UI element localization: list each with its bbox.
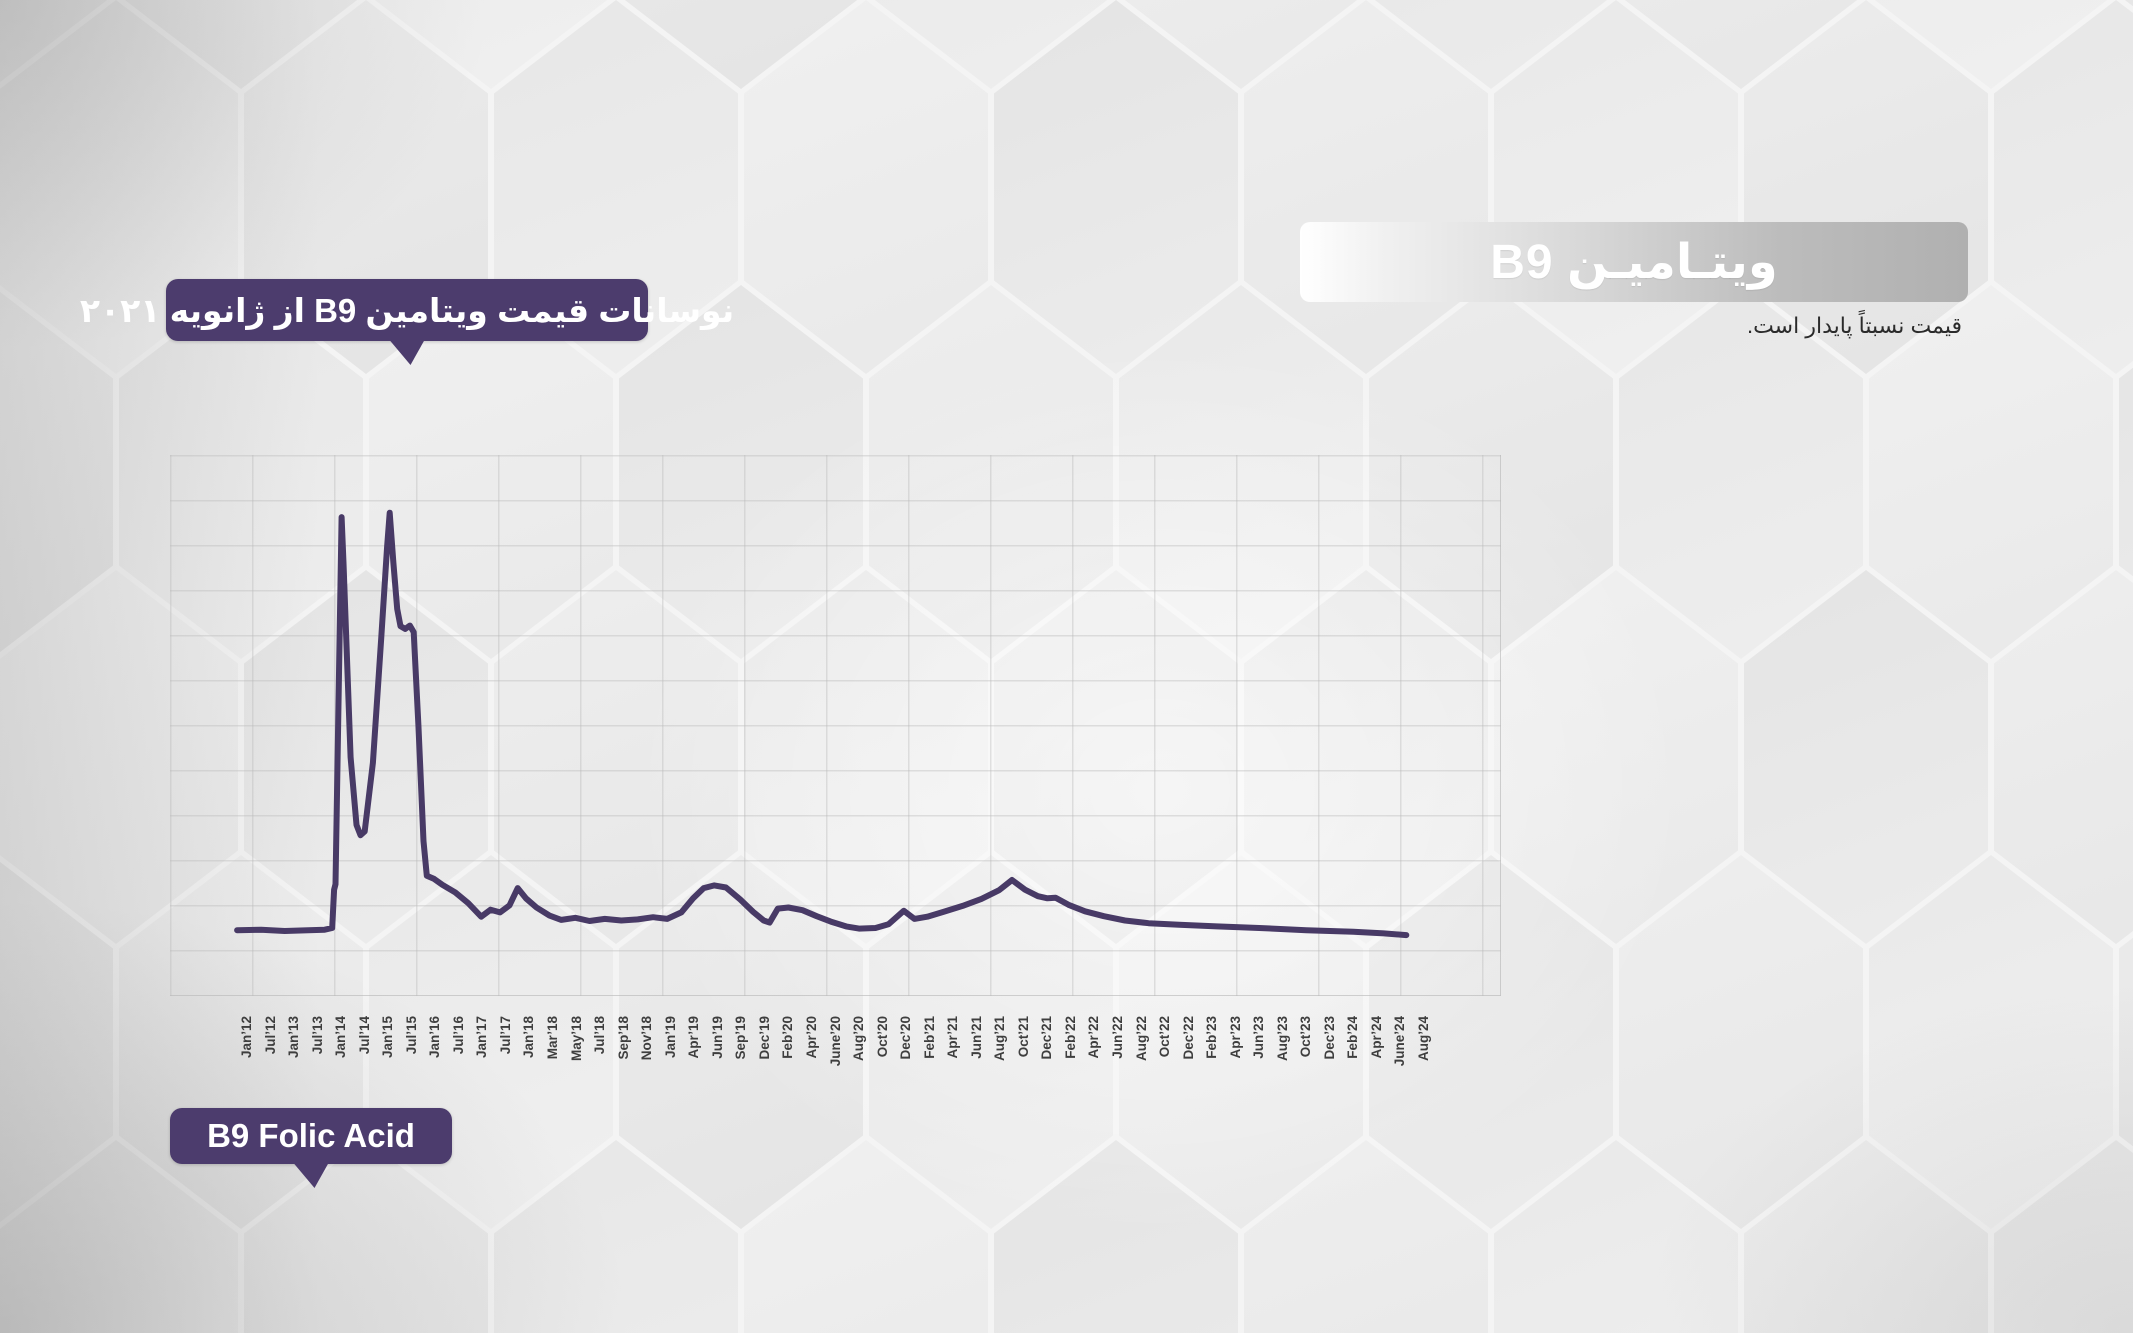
x-tick-label: Jun’23 (1251, 1016, 1267, 1059)
x-tick-label: Oct’21 (1015, 1016, 1031, 1058)
x-tick-label: June’24 (1392, 1016, 1408, 1067)
x-tick-label: Jul’13 (309, 1016, 325, 1055)
x-tick-label: Dec’19 (756, 1016, 772, 1060)
x-tick-label: Jul’17 (497, 1016, 513, 1055)
x-tick-label: Apr’21 (945, 1016, 961, 1059)
x-tick-label: Jul’14 (356, 1016, 372, 1055)
x-tick-label: Jan’18 (521, 1016, 537, 1059)
x-tick-label: Jan’15 (380, 1016, 396, 1059)
x-tick-label: Jan’14 (333, 1016, 349, 1059)
series-badge-text: B9 Folic Acid (207, 1117, 415, 1154)
x-tick-label: Apr’23 (1227, 1016, 1243, 1059)
x-tick-label: Jul’18 (592, 1016, 608, 1055)
x-tick-label: Apr’22 (1086, 1016, 1102, 1059)
x-tick-label: Dec’23 (1321, 1016, 1337, 1060)
series-badge: B9 Folic Acid (170, 1108, 452, 1188)
chart-gridlines (170, 455, 1501, 996)
x-tick-label: Feb’21 (921, 1016, 937, 1059)
x-tick-label: Sep’19 (733, 1016, 749, 1060)
x-tick-label: Apr’19 (686, 1016, 702, 1059)
x-tick-label: Jun’22 (1109, 1016, 1125, 1059)
x-tick-label: Mar’18 (545, 1016, 561, 1060)
x-tick-label: Apr’20 (803, 1016, 819, 1059)
x-tick-label: Jun’19 (709, 1016, 725, 1059)
x-tick-label: Jul’16 (450, 1016, 466, 1055)
x-tick-label: Oct’22 (1157, 1016, 1173, 1058)
x-tick-label: Aug’21 (992, 1016, 1008, 1062)
chart-title-callout: نوسانات قیمت ویتامین B9 از ژانویه ۲۰۲۱ (80, 279, 734, 365)
x-tick-label: Jul’15 (403, 1016, 419, 1055)
x-tick-label: Aug’20 (851, 1016, 867, 1062)
x-tick-label: Jul’12 (262, 1016, 278, 1055)
x-tick-label: Jan’19 (662, 1016, 678, 1059)
x-tick-label: Aug’24 (1416, 1016, 1431, 1062)
x-tick-label: Apr’24 (1368, 1016, 1384, 1059)
x-tick-label: Nov’18 (639, 1016, 655, 1061)
x-tick-label: Jan’13 (286, 1016, 302, 1059)
x-tick-label: Feb’23 (1204, 1016, 1220, 1059)
x-tick-label: Feb’22 (1062, 1016, 1078, 1059)
title-banner: ویتـامیـن B9 (1300, 222, 1968, 302)
page-subtitle: قیمت نسبتاً پایدار است. (1746, 313, 1962, 338)
x-tick-label: Aug’23 (1274, 1016, 1290, 1062)
x-tick-label: May’18 (568, 1016, 584, 1062)
badge-pointer-down-icon (293, 1163, 329, 1188)
x-tick-label: Jan’16 (427, 1016, 443, 1059)
x-tick-label: Jan’12 (239, 1016, 254, 1059)
x-tick-label: Feb’20 (780, 1016, 796, 1059)
x-tick-label: Oct’20 (874, 1016, 890, 1058)
x-tick-label: Feb’24 (1345, 1016, 1361, 1059)
x-tick-label: Aug’22 (1133, 1016, 1149, 1062)
x-tick-label: Dec’20 (898, 1016, 914, 1060)
callout-pointer-down-icon (389, 340, 425, 365)
x-tick-label: Dec’21 (1039, 1016, 1055, 1060)
x-tick-label: Dec’22 (1180, 1016, 1196, 1060)
x-tick-label: Jan’17 (474, 1016, 490, 1059)
x-tick-label: Jun’21 (968, 1016, 984, 1059)
x-tick-label: Oct’23 (1298, 1016, 1314, 1058)
page-title: ویتـامیـن B9 (1490, 236, 1778, 289)
x-tick-label: June’20 (827, 1016, 843, 1067)
chart-title-text: نوسانات قیمت ویتامین B9 از ژانویه ۲۰۲۱ (79, 291, 735, 329)
x-tick-label: Sep’18 (615, 1016, 631, 1060)
